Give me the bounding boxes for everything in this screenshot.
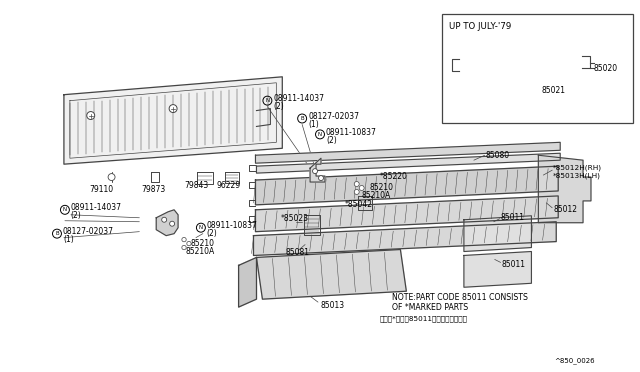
Polygon shape — [310, 158, 325, 182]
Text: 79843: 79843 — [185, 180, 209, 189]
Text: 08127-02037: 08127-02037 — [308, 112, 359, 121]
Text: UP TO JULY-'79: UP TO JULY-'79 — [449, 22, 511, 31]
Polygon shape — [253, 222, 556, 256]
Text: B: B — [300, 116, 304, 121]
Polygon shape — [255, 142, 560, 163]
Text: 85021: 85021 — [541, 86, 565, 95]
Text: (2): (2) — [273, 102, 284, 111]
Text: N: N — [318, 132, 322, 137]
Polygon shape — [257, 250, 406, 299]
Text: N: N — [63, 207, 67, 212]
Polygon shape — [464, 251, 531, 287]
Text: 79110: 79110 — [90, 186, 114, 195]
Text: 85210A: 85210A — [362, 192, 391, 201]
Text: 85011: 85011 — [502, 260, 525, 269]
Polygon shape — [464, 216, 531, 251]
Text: 85011: 85011 — [500, 213, 525, 222]
Text: N: N — [266, 98, 269, 103]
Circle shape — [182, 237, 186, 242]
Circle shape — [355, 189, 359, 195]
Text: 08911-10837: 08911-10837 — [326, 128, 377, 137]
Text: ^850_0026: ^850_0026 — [554, 357, 595, 364]
Text: NOTE:PART CODE 85011 CONSISTS: NOTE:PART CODE 85011 CONSISTS — [392, 293, 529, 302]
Text: *85023: *85023 — [280, 214, 308, 223]
Polygon shape — [255, 196, 558, 232]
Text: *85013H(LH): *85013H(LH) — [553, 173, 601, 179]
Circle shape — [319, 176, 323, 180]
Text: 96229: 96229 — [216, 180, 241, 189]
Text: 85013: 85013 — [320, 301, 344, 310]
Text: (1): (1) — [63, 235, 74, 244]
Text: 85012: 85012 — [553, 205, 577, 214]
Circle shape — [355, 182, 359, 186]
Polygon shape — [156, 210, 178, 235]
Polygon shape — [239, 257, 257, 307]
Text: 08911-14037: 08911-14037 — [273, 94, 324, 103]
Text: (1): (1) — [308, 120, 319, 129]
Text: *85042: *85042 — [345, 201, 373, 209]
Text: B: B — [55, 231, 59, 236]
Text: 85210: 85210 — [191, 239, 215, 248]
Text: (2): (2) — [71, 211, 82, 220]
Circle shape — [170, 221, 175, 226]
Text: 79873: 79873 — [141, 186, 165, 195]
Polygon shape — [64, 77, 282, 164]
Bar — [442, 14, 633, 124]
Circle shape — [108, 174, 115, 180]
Text: 85020: 85020 — [594, 64, 618, 73]
Polygon shape — [538, 155, 591, 223]
Circle shape — [187, 241, 191, 246]
Text: 08127-02037: 08127-02037 — [63, 227, 114, 236]
Text: 08911-10837: 08911-10837 — [207, 221, 258, 230]
Circle shape — [87, 112, 95, 119]
Circle shape — [169, 105, 177, 113]
Text: 85080: 85080 — [486, 151, 510, 160]
Text: 85210: 85210 — [370, 183, 394, 192]
Circle shape — [162, 217, 166, 222]
Circle shape — [359, 186, 364, 190]
Text: （注）*印は、85011の構成部品です。: （注）*印は、85011の構成部品です。 — [380, 316, 468, 322]
Polygon shape — [255, 166, 558, 205]
Text: *85012H(RH): *85012H(RH) — [553, 165, 602, 171]
Text: 08911-14037: 08911-14037 — [71, 203, 122, 212]
Text: 85081: 85081 — [285, 248, 309, 257]
Circle shape — [312, 169, 317, 174]
Text: 85210A: 85210A — [185, 247, 214, 256]
Circle shape — [182, 246, 186, 250]
Text: N: N — [199, 225, 203, 230]
Text: OF *MARKED PARTS: OF *MARKED PARTS — [392, 302, 468, 312]
Polygon shape — [257, 153, 560, 173]
Text: (2): (2) — [326, 136, 337, 145]
Text: *85220: *85220 — [380, 171, 408, 180]
Text: (2): (2) — [207, 229, 218, 238]
Polygon shape — [451, 57, 592, 75]
